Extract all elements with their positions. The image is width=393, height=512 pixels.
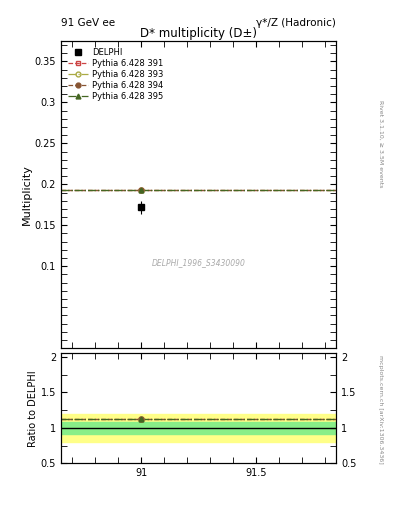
Text: mcplots.cern.ch [arXiv:1306.3436]: mcplots.cern.ch [arXiv:1306.3436] <box>378 355 383 464</box>
Text: γ*/Z (Hadronic): γ*/Z (Hadronic) <box>256 18 336 28</box>
Text: 91 GeV ee: 91 GeV ee <box>61 18 115 28</box>
Y-axis label: Multiplicity: Multiplicity <box>22 164 32 225</box>
Text: DELPHI_1996_S3430090: DELPHI_1996_S3430090 <box>152 258 245 267</box>
Bar <box>61 414 336 442</box>
Y-axis label: Ratio to DELPHI: Ratio to DELPHI <box>28 370 38 446</box>
Title: D* multiplicity (D±): D* multiplicity (D±) <box>140 27 257 40</box>
Text: Rivet 3.1.10, ≥ 3.5M events: Rivet 3.1.10, ≥ 3.5M events <box>378 100 383 187</box>
Legend: DELPHI, Pythia 6.428 391, Pythia 6.428 393, Pythia 6.428 394, Pythia 6.428 395: DELPHI, Pythia 6.428 391, Pythia 6.428 3… <box>65 45 165 103</box>
Bar <box>61 422 336 434</box>
